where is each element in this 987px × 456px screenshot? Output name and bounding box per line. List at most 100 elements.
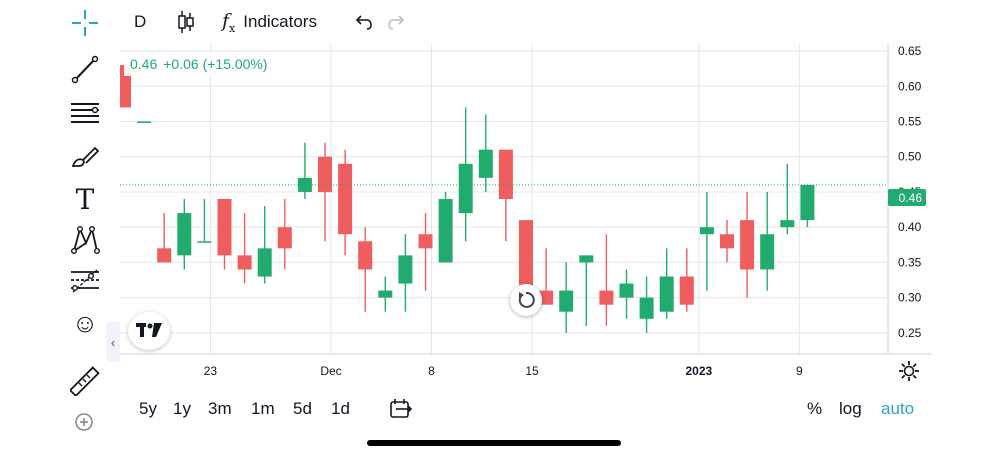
candle-body [418, 234, 433, 249]
horizontal-lines-icon [71, 103, 99, 123]
brush-tool[interactable] [62, 140, 108, 174]
pattern-tool[interactable] [62, 222, 108, 256]
candle-body [519, 220, 533, 305]
brush-icon [71, 146, 100, 167]
emoji-icon: ☺ [71, 307, 99, 338]
time-tick-label: 23 [204, 364, 218, 378]
reset-chart-button[interactable] [510, 284, 542, 316]
range-5y[interactable]: 5y [139, 399, 157, 418]
prediction-icon [71, 269, 99, 293]
range-5d[interactable]: 5d [293, 399, 312, 418]
candle-body [177, 213, 192, 256]
gear-icon [899, 361, 919, 381]
time-tick-label: 8 [428, 364, 435, 378]
price-tick-label: 0.60 [898, 79, 922, 93]
chart-settings-button[interactable] [898, 360, 920, 387]
tv-logo-icon [136, 323, 162, 337]
candle-body [539, 290, 554, 305]
candle-body [197, 241, 212, 243]
undo-icon [355, 15, 372, 30]
undo-button[interactable] [354, 8, 374, 36]
candle-body [760, 234, 775, 270]
interval-label: D [134, 12, 147, 31]
candle-body [458, 163, 473, 214]
interval-button[interactable]: D [134, 8, 146, 36]
last-price-badge: 0.46 [888, 189, 926, 206]
candle-body [599, 290, 614, 305]
range-1y[interactable]: 1y [173, 399, 191, 418]
candles-icon [178, 11, 194, 33]
candle-body [780, 220, 795, 228]
horizontal-lines-tool[interactable] [62, 96, 108, 130]
candle-body [157, 248, 172, 263]
percent-scale-button[interactable]: % [807, 399, 823, 418]
candle-body [699, 227, 714, 235]
time-tick-label: 15 [525, 364, 539, 378]
candle-body [398, 255, 413, 284]
candle-body [478, 149, 493, 178]
trend-line-tool[interactable] [62, 52, 108, 86]
chart-type-button[interactable] [176, 8, 196, 36]
reset-icon [518, 291, 535, 308]
price-tick-label: 0.25 [898, 326, 922, 340]
candles-series [120, 65, 888, 333]
text-tool[interactable]: T [62, 182, 108, 216]
candle-body [579, 255, 594, 263]
candle-body [720, 234, 734, 249]
redo-button[interactable] [386, 8, 406, 36]
price-chart[interactable]: 0.650.600.550.500.450.400.350.300.25 23D… [120, 44, 970, 392]
zoom-in-icon [75, 413, 93, 431]
candle-body [338, 163, 353, 235]
tradingview-logo[interactable] [128, 312, 170, 350]
function-icon: fx [222, 9, 236, 35]
range-3m[interactable]: 3m [208, 399, 232, 418]
ruler-icon [70, 366, 100, 396]
price-tick-label: 0.65 [898, 44, 922, 58]
candle-body [559, 290, 574, 312]
emoji-tool[interactable]: ☺ [62, 306, 108, 340]
candle-body [297, 177, 312, 192]
time-axis: 23 Dec 8 15 2023 9 [204, 364, 803, 378]
chevron-left-icon: ‹ [110, 334, 116, 350]
ruler-tool[interactable] [62, 364, 108, 398]
collapse-toolbar-button[interactable]: ‹ [106, 322, 120, 362]
go-to-date-button[interactable] [389, 398, 413, 425]
range-1m[interactable]: 1m [251, 399, 275, 418]
candle-body [438, 199, 453, 263]
candle-body [120, 65, 131, 108]
legend-change: +0.06 (+15.00%) [163, 56, 268, 72]
candle-body [659, 276, 674, 312]
log-scale-button[interactable]: log [839, 399, 862, 418]
range-1d[interactable]: 1d [331, 399, 350, 418]
price-tick-label: 0.50 [898, 150, 922, 164]
crosshair-icon [72, 10, 98, 36]
candle-body [318, 156, 332, 192]
text-tool-icon: T [75, 182, 95, 216]
pattern-icon [71, 226, 100, 255]
crosshair-tool[interactable] [62, 6, 108, 40]
price-tick-label: 0.40 [898, 220, 922, 234]
time-tick-label: 2023 [686, 364, 713, 378]
candle-body [358, 241, 373, 270]
time-tick-label: Dec [320, 364, 341, 378]
candle-body [498, 149, 513, 199]
prediction-tool[interactable] [62, 264, 108, 298]
legend-value: 0.46 [130, 56, 158, 72]
trend-line-icon [71, 55, 99, 84]
candle-body [639, 297, 654, 319]
price-axis: 0.650.600.550.500.450.400.350.300.25 [120, 44, 932, 355]
price-tick-label: 0.30 [898, 291, 922, 305]
indicators-button[interactable]: fx Indicators [222, 8, 317, 36]
price-tick-label: 0.35 [898, 255, 922, 269]
indicators-label: Indicators [243, 12, 317, 31]
candle-body [237, 255, 252, 270]
home-indicator [367, 440, 621, 446]
candle-body [619, 283, 634, 298]
candle-body [679, 276, 694, 305]
zoom-in-tool[interactable] [62, 406, 108, 440]
price-tick-label: 0.55 [898, 115, 922, 129]
candle-body [800, 184, 815, 221]
candle-body [740, 220, 755, 270]
auto-scale-button[interactable]: auto [881, 399, 915, 418]
candle-body [277, 227, 292, 249]
